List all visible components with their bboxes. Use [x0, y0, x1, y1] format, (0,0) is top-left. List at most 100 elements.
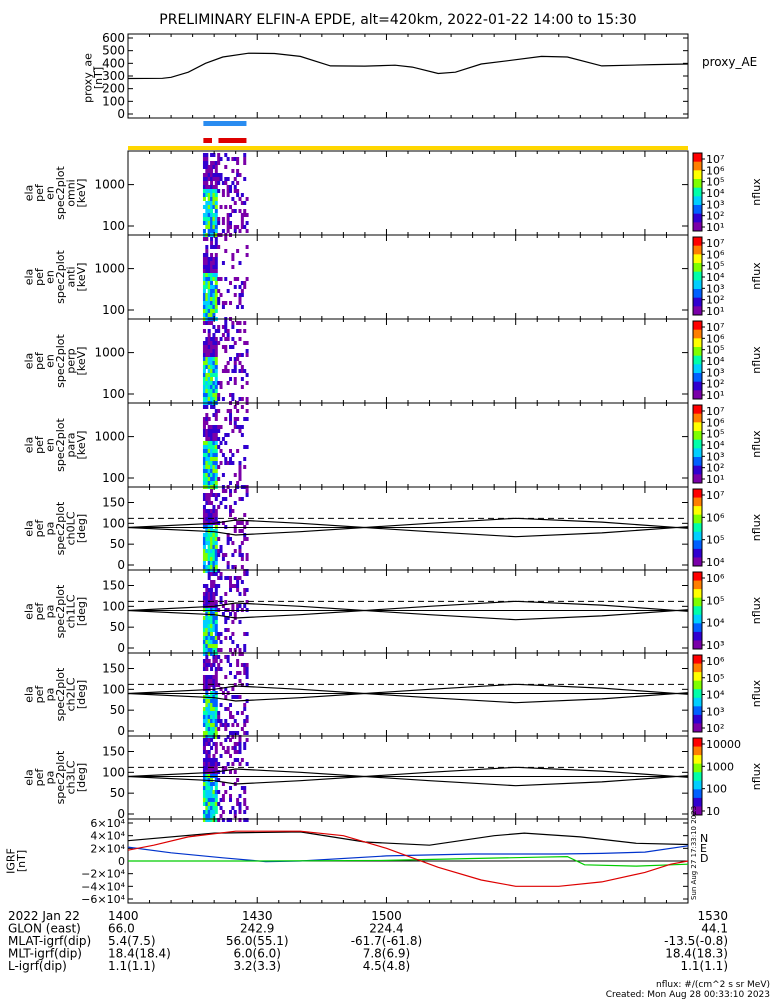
pitch-colorbar-swatch: [693, 655, 702, 665]
spectrogram-cell: [210, 453, 214, 457]
spectrogram-cell: [205, 636, 209, 640]
energy-colorbar-tick-label: 10⁷: [706, 237, 724, 250]
energy-colorbar-swatch: [693, 364, 702, 374]
spectrogram-cell: [224, 636, 228, 640]
energy-colorbar-swatch: [693, 355, 702, 365]
spectrogram-cell: [210, 557, 214, 561]
pitch-colorbar-swatch: [693, 697, 702, 707]
spectrogram-cell: [210, 569, 214, 573]
spectrogram-cell: [205, 389, 209, 393]
spectrogram-cell: [217, 445, 221, 449]
spectrogram-cell: [224, 592, 228, 596]
spectrogram-cell: [202, 173, 206, 177]
spectrogram-cell: [243, 786, 247, 790]
energy-ylabel: en: [44, 186, 57, 200]
spectrogram-cell: [231, 321, 235, 325]
spectrogram-cell: [240, 405, 244, 409]
spectrogram-cell: [238, 465, 242, 469]
spectrogram-cell: [205, 794, 209, 798]
spectrogram-cell: [221, 189, 225, 193]
spectrogram-cell: [202, 659, 206, 663]
spectrogram-cell: [219, 576, 223, 580]
spectrogram-cell: [233, 742, 237, 746]
spectrogram-cell: [210, 445, 214, 449]
spectrogram-cell: [214, 173, 218, 177]
spectrogram-cell: [207, 193, 211, 197]
spectrogram-cell: [214, 413, 218, 417]
spectrogram-cell: [202, 153, 206, 157]
spectrogram-cell: [210, 189, 214, 193]
spectrogram-cell: [233, 675, 237, 679]
spectrogram-cell: [205, 181, 209, 185]
spectrogram-cell: [205, 381, 209, 385]
energy-colorbar-swatch: [693, 306, 702, 316]
spectrogram-cell: [229, 489, 233, 493]
spectrogram-cell: [212, 161, 216, 165]
spectrogram-cell: [205, 719, 209, 723]
spectrogram-cell: [202, 461, 206, 465]
spectrogram-cell: [214, 683, 218, 687]
spectrogram-cell: [210, 205, 214, 209]
science-zone-bar-red: [218, 138, 247, 143]
spectrogram-cell: [226, 189, 230, 193]
energy-colorbar-frame: [692, 236, 703, 316]
spectrogram-cell: [207, 385, 211, 389]
spectrogram-cell: [214, 750, 218, 754]
spectrogram-cell: [245, 349, 249, 353]
spectrogram-cell: [214, 790, 218, 794]
spectrogram-cell: [238, 620, 242, 624]
energy-tick-label: 100: [102, 387, 125, 401]
spectrogram-cell: [233, 209, 237, 213]
spectrogram-cell: [205, 429, 209, 433]
spectrogram-cell: [205, 541, 209, 545]
spectrogram-cell: [221, 261, 225, 265]
spectrogram-cell: [202, 165, 206, 169]
spectrogram-cell: [210, 293, 214, 297]
spectrogram-cell: [240, 521, 244, 525]
spectrogram-cell: [205, 265, 209, 269]
spectrogram-cell: [205, 305, 209, 309]
spectrogram-cell: [214, 385, 218, 389]
spectrogram-cell: [207, 277, 211, 281]
spectrogram-cell: [236, 758, 240, 762]
spectrogram-cell: [207, 711, 211, 715]
spectrogram-cell: [207, 569, 211, 573]
energy-ylabel: pef: [33, 435, 46, 454]
spectrogram-cell: [202, 604, 206, 608]
spectrogram-cell: [207, 285, 211, 289]
spectrogram-cell: [205, 441, 209, 445]
spectrogram-cell: [214, 620, 218, 624]
spectrogram-cell: [217, 818, 221, 822]
proxy-ae-ylabel: [nT]: [92, 67, 105, 89]
energy-colorbar-tick-label: 10⁶: [706, 248, 725, 261]
spectrogram-cell: [210, 711, 214, 715]
energy-tick-label: 1000: [94, 430, 125, 444]
spectrogram-cell: [205, 782, 209, 786]
energy-colorbar-swatch: [693, 413, 702, 423]
spectrogram-cell: [205, 309, 209, 313]
spectrogram-cell: [207, 814, 211, 818]
pitch-colorbar-tick-label: 10⁵: [706, 534, 724, 547]
spectrogram-cell: [202, 770, 206, 774]
spectrogram-cell: [210, 715, 214, 719]
spectrogram-cell: [229, 786, 233, 790]
spectrogram-cell: [238, 545, 242, 549]
spectrogram-cell: [238, 553, 242, 557]
spectrogram-cell: [243, 465, 247, 469]
spectrogram-cell: [231, 461, 235, 465]
igrf-tick-label: 0: [118, 855, 125, 868]
spectrogram-cell: [205, 245, 209, 249]
spectrogram-cell: [245, 663, 249, 667]
spectrogram-cell: [205, 762, 209, 766]
pitch-colorbar-tick-label: 10⁴: [706, 617, 725, 630]
spectrogram-cell: [214, 473, 218, 477]
spectrogram-cell: [212, 655, 216, 659]
spectrogram-cell: [243, 790, 247, 794]
spectrogram-cell: [217, 632, 221, 636]
energy-colorbar-tick-label: 10⁴: [706, 355, 725, 368]
spectrogram-cell: [231, 541, 235, 545]
spectrogram-cell: [210, 349, 214, 353]
spectrogram-cell: [210, 381, 214, 385]
spectrogram-cell: [238, 297, 242, 301]
spectrogram-cell: [231, 723, 235, 727]
